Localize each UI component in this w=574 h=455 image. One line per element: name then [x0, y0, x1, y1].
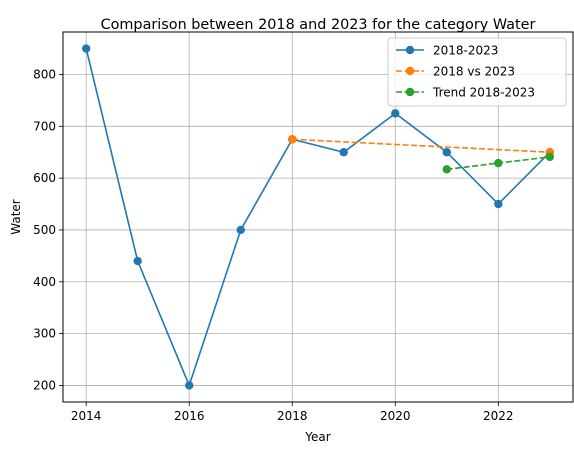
x-axis: 2014 2016 2018 2020 2022	[71, 402, 514, 423]
legend-marker-2	[405, 87, 415, 97]
series-2-point	[494, 158, 503, 168]
y-tick-label: 200	[33, 378, 56, 392]
legend: 2018-2023 2018 vs 2023 Trend 2018-2023	[387, 37, 567, 107]
series-0-point	[494, 199, 503, 209]
x-tick-label: 2018	[277, 409, 308, 423]
series-0-point	[133, 256, 142, 266]
y-tick-label: 600	[33, 171, 56, 185]
legend-label-2: Trend 2018-2023	[432, 86, 535, 100]
x-tick-label: 2022	[483, 409, 514, 423]
legend-label-1: 2018 vs 2023	[433, 65, 515, 79]
y-axis-label: Water	[9, 199, 23, 235]
y-tick-label: 700	[33, 119, 56, 133]
x-tick-label: 2020	[380, 409, 411, 423]
series-0-point	[236, 225, 245, 235]
series-layer	[81, 44, 555, 390]
y-tick-label: 500	[33, 223, 56, 237]
series-0-point	[339, 148, 348, 157]
x-tick-label: 2014	[71, 409, 102, 423]
legend-label-0: 2018-2023	[433, 44, 498, 58]
series-2-point	[545, 152, 555, 162]
legend-box	[387, 37, 567, 107]
series-line-1	[292, 138, 550, 154]
grid	[63, 32, 573, 402]
series-2-point	[442, 165, 451, 174]
x-tick-label: 2016	[174, 409, 205, 423]
x-axis-label: Year	[304, 430, 330, 444]
y-axis: 200 300 400 500 600 700 800	[33, 67, 63, 392]
series-line-0	[85, 48, 551, 388]
series-0-point	[185, 381, 194, 390]
legend-marker-1	[405, 66, 415, 76]
series-1-point	[288, 135, 297, 144]
chart-title: Comparison between 2018 and 2023 for the…	[101, 17, 536, 33]
y-tick-label: 400	[33, 275, 56, 289]
series-0-point	[81, 44, 91, 53]
legend-marker-0	[405, 45, 415, 55]
y-tick-label: 300	[33, 327, 56, 341]
series-0-point	[442, 148, 451, 157]
y-tick-label: 800	[33, 67, 56, 81]
plot-frame	[62, 31, 574, 403]
series-0-point	[391, 109, 400, 118]
